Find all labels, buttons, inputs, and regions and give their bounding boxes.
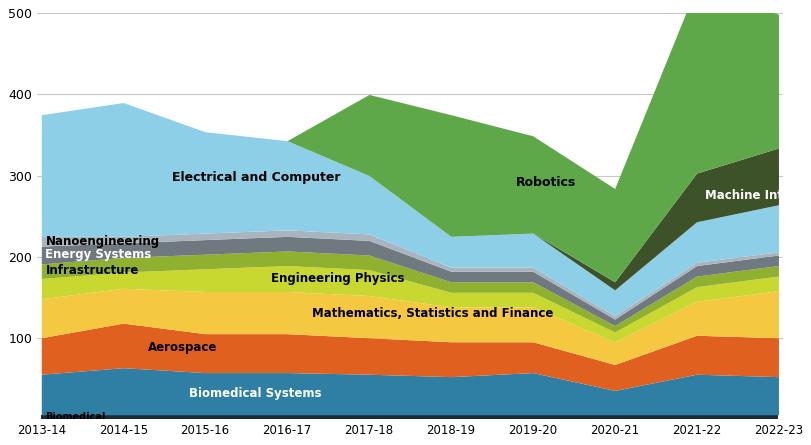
Text: Mathematics, Statistics and Finance: Mathematics, Statistics and Finance (311, 307, 552, 320)
Text: Robotics: Robotics (516, 176, 576, 189)
Text: Biomedical Systems: Biomedical Systems (188, 387, 321, 400)
Text: Infrastructure: Infrastructure (45, 264, 139, 277)
Text: Machine Intelligence: Machine Intelligence (704, 189, 811, 202)
Text: Electrical and Computer: Electrical and Computer (172, 171, 341, 184)
Text: Nanoengineering: Nanoengineering (45, 235, 159, 247)
Text: Energy Systems: Energy Systems (45, 248, 152, 261)
Text: Biomedical: Biomedical (45, 412, 105, 422)
Text: Aerospace: Aerospace (148, 341, 217, 354)
Text: Engineering Physics: Engineering Physics (270, 272, 404, 285)
